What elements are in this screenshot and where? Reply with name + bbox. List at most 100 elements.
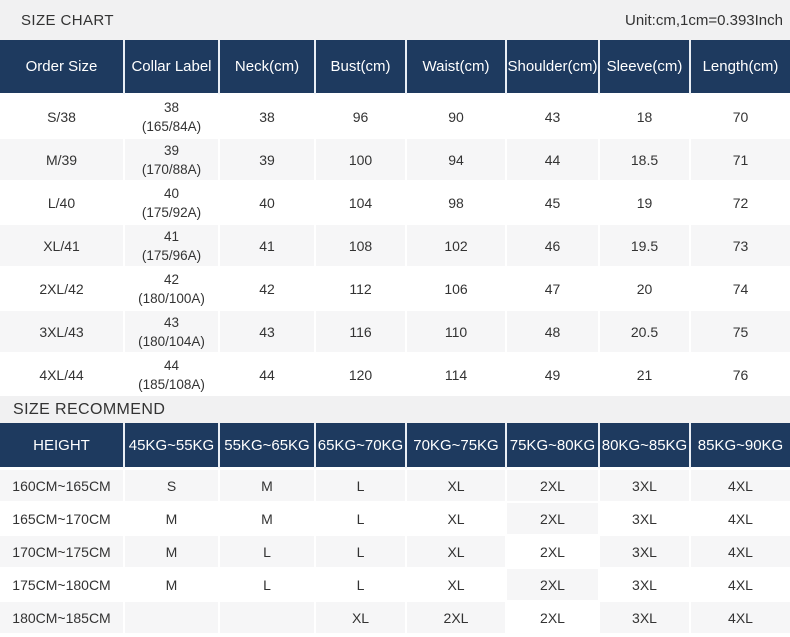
table-cell: 116: [315, 310, 406, 353]
table-cell: 74: [690, 267, 790, 310]
collar-label-line: 43: [163, 314, 180, 330]
table-cell: 42: [219, 267, 315, 310]
table-cell: M: [124, 568, 219, 601]
column-header: Sleeve(cm): [599, 40, 690, 95]
column-header: 70KG~75KG: [406, 423, 506, 469]
table-cell: 3XL: [599, 502, 690, 535]
table-cell: XL: [406, 469, 506, 502]
table-cell: L: [219, 535, 315, 568]
column-header: Shoulder(cm): [506, 40, 599, 95]
collar-label-line: (180/100A): [138, 290, 205, 306]
table-cell: 18.5: [599, 138, 690, 181]
table-cell: 3XL/43: [0, 310, 124, 353]
collar-label-line: 38: [163, 99, 180, 115]
table-row: 175CM~180CM M L L XL 2XL 3XL 4XL: [0, 568, 790, 601]
table-cell: 4XL: [690, 469, 790, 502]
table-cell: 110: [406, 310, 506, 353]
column-header: HEIGHT: [0, 423, 124, 469]
size-chart-table: Order Size Collar Label Neck(cm) Bust(cm) Wa…: [0, 40, 790, 396]
table-cell: 2XL: [506, 469, 599, 502]
collar-label-line: 39: [163, 142, 180, 158]
table-cell: 2XL: [406, 601, 506, 634]
table-cell: 44 (185/108A): [124, 353, 219, 396]
table-cell: 90: [406, 95, 506, 138]
collar-label-line: 44: [163, 357, 180, 373]
column-header: Waist(cm): [406, 40, 506, 95]
table-cell: 175CM~180CM: [0, 568, 124, 601]
table-cell: 4XL: [690, 568, 790, 601]
table-row: L/40 40 (175/92A) 40 104 98 45 19 72: [0, 181, 790, 224]
table-cell: 2XL/42: [0, 267, 124, 310]
table-row: M/39 39 (170/88A) 39 100 94 44 18.5 71: [0, 138, 790, 181]
table-cell: 165CM~170CM: [0, 502, 124, 535]
table-cell: 44: [506, 138, 599, 181]
table-cell: M/39: [0, 138, 124, 181]
table-cell: 43: [506, 95, 599, 138]
table-cell: 19.5: [599, 224, 690, 267]
table-cell: 96: [315, 95, 406, 138]
table-cell: L: [315, 502, 406, 535]
size-recommend-banner: SIZE RECOMMEND: [0, 396, 790, 423]
table-cell: S: [124, 469, 219, 502]
table-cell: 39: [219, 138, 315, 181]
recommend-title: SIZE RECOMMEND: [13, 400, 166, 418]
column-header: 75KG~80KG: [506, 423, 599, 469]
table-cell: XL/41: [0, 224, 124, 267]
table-cell: 38: [219, 95, 315, 138]
table-cell: 44: [219, 353, 315, 396]
table-cell: 3XL: [599, 568, 690, 601]
table-cell: 21: [599, 353, 690, 396]
table-cell: 49: [506, 353, 599, 396]
size-recommend-table: HEIGHT 45KG~55KG 55KG~65KG 65KG~70KG 70KG~75…: [0, 423, 790, 634]
table-cell: 46: [506, 224, 599, 267]
column-header: Bust(cm): [315, 40, 406, 95]
column-header: Collar Label: [124, 40, 219, 95]
column-header: Neck(cm): [219, 40, 315, 95]
column-header: 65KG~70KG: [315, 423, 406, 469]
table-cell: 108: [315, 224, 406, 267]
collar-label-line: (170/88A): [141, 161, 202, 177]
column-header: 85KG~90KG: [690, 423, 790, 469]
table-cell: M: [124, 535, 219, 568]
table-cell: 73: [690, 224, 790, 267]
collar-label-line: (180/104A): [138, 333, 205, 349]
size-chart-header-row: Order Size Collar Label Neck(cm) Bust(cm) Wa…: [0, 40, 790, 95]
unit-note: Unit:cm,1cm=0.393Inch: [625, 11, 783, 29]
table-cell: 39 (170/88A): [124, 138, 219, 181]
table-cell: 98: [406, 181, 506, 224]
table-cell: L: [219, 568, 315, 601]
table-cell: 4XL: [690, 601, 790, 634]
table-cell: [219, 601, 315, 634]
table-row: 165CM~170CM M M L XL 2XL 3XL 4XL: [0, 502, 790, 535]
table-cell: XL: [406, 502, 506, 535]
size-chart-banner: SIZE CHART Unit:cm,1cm=0.393Inch: [0, 0, 790, 40]
table-cell: 40 (175/92A): [124, 181, 219, 224]
table-cell: 72: [690, 181, 790, 224]
table-cell: 75: [690, 310, 790, 353]
table-cell: 94: [406, 138, 506, 181]
table-cell: 2XL: [506, 535, 599, 568]
collar-label-line: 42: [163, 271, 180, 287]
table-cell: 71: [690, 138, 790, 181]
table-row: 2XL/42 42 (180/100A) 42 112 106 47 20 74: [0, 267, 790, 310]
table-cell: 3XL: [599, 601, 690, 634]
table-cell: S/38: [0, 95, 124, 138]
collar-label-line: (175/96A): [141, 247, 202, 263]
table-cell: 102: [406, 224, 506, 267]
table-cell: 41 (175/96A): [124, 224, 219, 267]
table-cell: 4XL/44: [0, 353, 124, 396]
table-cell: XL: [315, 601, 406, 634]
collar-label-line: (165/84A): [141, 118, 202, 134]
column-header: Length(cm): [690, 40, 790, 95]
table-row: 160CM~165CM S M L XL 2XL 3XL 4XL: [0, 469, 790, 502]
collar-label-line: 40: [163, 185, 180, 201]
table-cell: L: [315, 535, 406, 568]
table-cell: 120: [315, 353, 406, 396]
table-cell: 42 (180/100A): [124, 267, 219, 310]
table-row: 4XL/44 44 (185/108A) 44 120 114 49 21 76: [0, 353, 790, 396]
column-header: 55KG~65KG: [219, 423, 315, 469]
table-cell: 43 (180/104A): [124, 310, 219, 353]
table-row: 180CM~185CM XL 2XL 2XL 3XL 4XL: [0, 601, 790, 634]
table-cell: M: [219, 502, 315, 535]
